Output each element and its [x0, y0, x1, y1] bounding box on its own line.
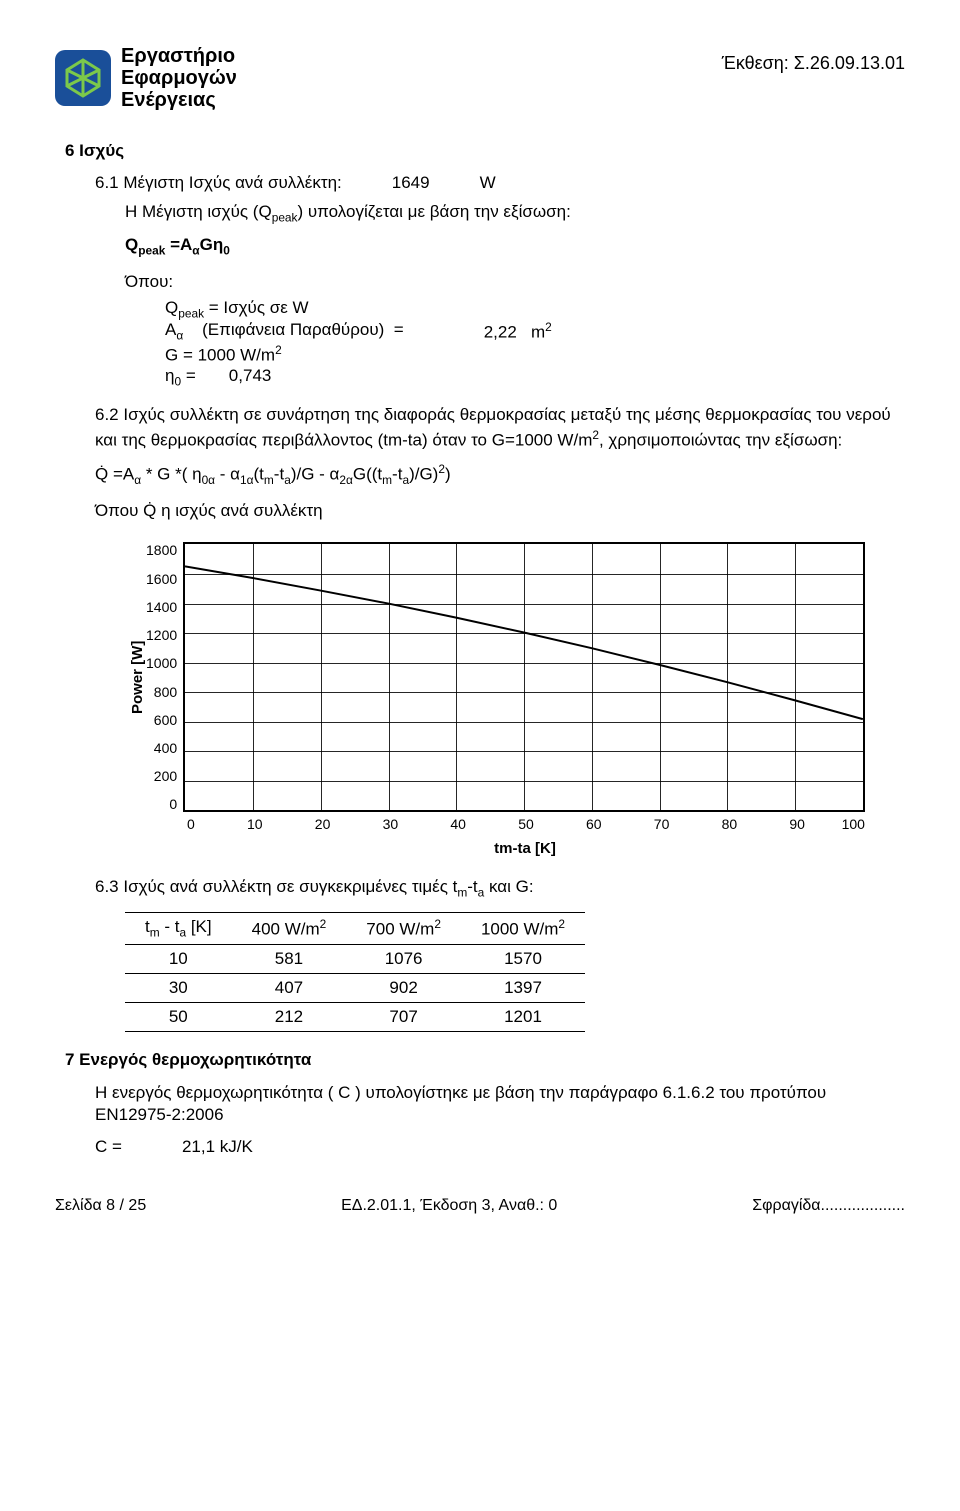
plot-area [183, 542, 865, 812]
footer-mid: ΕΔ.2.01.1, Έκδοση 3, Αναθ.: 0 [341, 1197, 557, 1215]
formula-qdot: Q̇ =Aα * G *( η0α - α1α(tm-ta)/G - α2αG(… [95, 462, 905, 487]
logo-text: Εργαστήριο Εφαρμογών Ενέργειας [121, 45, 237, 111]
table-cell: 407 [232, 973, 347, 1002]
table-cell: 212 [232, 1002, 347, 1031]
col-tmta: tm - ta [K] [125, 912, 232, 944]
section-6-3: 6.3 Ισχύς ανά συλλέκτη σε συγκεκριμένες … [95, 877, 905, 899]
table-row: 502127071201 [125, 1002, 585, 1031]
logo-line1: Εργαστήριο [121, 45, 237, 67]
section-6-1: 6.1 Μέγιστη Ισχύς ανά συλλέκτη: 1649 W [95, 173, 905, 193]
table-cell: 581 [232, 944, 347, 973]
x-tick: 70 [628, 816, 696, 832]
y-tick: 1800 [146, 542, 177, 558]
section-7-title: 7 Ενεργός θερμοχωρητικότητα [65, 1050, 905, 1070]
where-g: G = 1000 W/m2 [165, 343, 905, 366]
logo-line3: Ενέργειας [121, 89, 237, 111]
y-tick: 0 [146, 796, 177, 812]
where-qdot: Όπου Q̇ η ισχύς ανά συλλέκτη [95, 500, 905, 523]
table-cell: 707 [346, 1002, 461, 1031]
section-6-2: 6.2 Ισχύς συλλέκτη σε συνάρτηση της διαφ… [95, 404, 905, 453]
y-tick: 400 [146, 740, 177, 756]
power-table: tm - ta [K] 400 W/m2 700 W/m2 1000 W/m2 … [125, 912, 585, 1032]
where-a: Αα (Επιφάνεια Παραθύρου) = 2,22 m2 [165, 320, 905, 343]
y-tick: 1600 [146, 571, 177, 587]
x-tick: 30 [356, 816, 424, 832]
x-tick: 0 [187, 816, 221, 832]
y-tick: 1400 [146, 599, 177, 615]
y-tick: 1200 [146, 627, 177, 643]
footer-left: Σελίδα 8 / 25 [55, 1197, 146, 1215]
formula-qpeak: Qpeak =ΑαGη0 [125, 235, 905, 257]
y-tick: 600 [146, 712, 177, 728]
table-row: 1058110761570 [125, 944, 585, 973]
x-tick: 60 [560, 816, 628, 832]
where-q: Qpeak = Ισχύς σε W [165, 298, 905, 320]
y-ticks: 1800 1600 1400 1200 1000 800 600 400 200 0 [146, 542, 183, 812]
x-tick: 90 [763, 816, 831, 832]
where-label: Όπου: [125, 272, 905, 292]
x-ticks: 0102030405060708090100 [187, 816, 865, 832]
logo: Εργαστήριο Εφαρμογών Ενέργειας [55, 45, 237, 111]
table-row: 304079021397 [125, 973, 585, 1002]
s61-unit: W [480, 173, 496, 193]
section-6-title: 6 Ισχύς [65, 141, 905, 161]
c-value: 21,1 kJ/K [182, 1137, 253, 1157]
x-tick: 40 [424, 816, 492, 832]
table-header-row: tm - ta [K] 400 W/m2 700 W/m2 1000 W/m2 [125, 912, 585, 944]
report-reference: Έκθεση: Σ.26.09.13.01 [722, 45, 905, 74]
table-cell: 1570 [461, 944, 585, 973]
logo-line2: Εφαρμογών [121, 67, 237, 89]
col-1000: 1000 W/m2 [461, 912, 585, 944]
table-cell: 50 [125, 1002, 232, 1031]
s7-text: Η ενεργός θερμοχωρητικότητα ( C ) υπολογ… [95, 1082, 905, 1128]
table-cell: 30 [125, 973, 232, 1002]
x-tick: 10 [221, 816, 289, 832]
col-400: 400 W/m2 [232, 912, 347, 944]
footer-right: Σφραγίδα................... [752, 1197, 905, 1215]
table-cell: 10 [125, 944, 232, 973]
y-tick: 800 [146, 684, 177, 700]
y-tick: 200 [146, 768, 177, 784]
logo-icon [55, 50, 111, 106]
col-700: 700 W/m2 [346, 912, 461, 944]
x-tick: 20 [289, 816, 357, 832]
y-tick: 1000 [146, 655, 177, 671]
page-header: Εργαστήριο Εφαρμογών Ενέργειας Έκθεση: Σ… [55, 45, 905, 111]
table-cell: 1397 [461, 973, 585, 1002]
y-axis-title: Power [W] [125, 542, 146, 812]
x-tick: 50 [492, 816, 560, 832]
c-value-row: C = 21,1 kJ/K [95, 1137, 905, 1157]
table-cell: 1076 [346, 944, 461, 973]
s61-value: 1649 [392, 173, 430, 193]
x-axis-title: tm-ta [K] [185, 840, 865, 857]
s61-label: 6.1 Μέγιστη Ισχύς ανά συλλέκτη: [95, 173, 342, 193]
s61-description: Η Μέγιστη ισχύς (Qpeak) υπολογίζεται με … [125, 201, 905, 225]
table-cell: 1201 [461, 1002, 585, 1031]
where-eta: η0 = 0,743 [165, 366, 905, 388]
c-label: C = [95, 1137, 122, 1157]
x-tick: 80 [695, 816, 763, 832]
page-footer: Σελίδα 8 / 25 ΕΔ.2.01.1, Έκδοση 3, Αναθ.… [55, 1197, 905, 1215]
x-tick: 100 [831, 816, 865, 832]
power-chart: Power [W] 180016001400120010008006004002… [125, 542, 865, 857]
table-cell: 902 [346, 973, 461, 1002]
